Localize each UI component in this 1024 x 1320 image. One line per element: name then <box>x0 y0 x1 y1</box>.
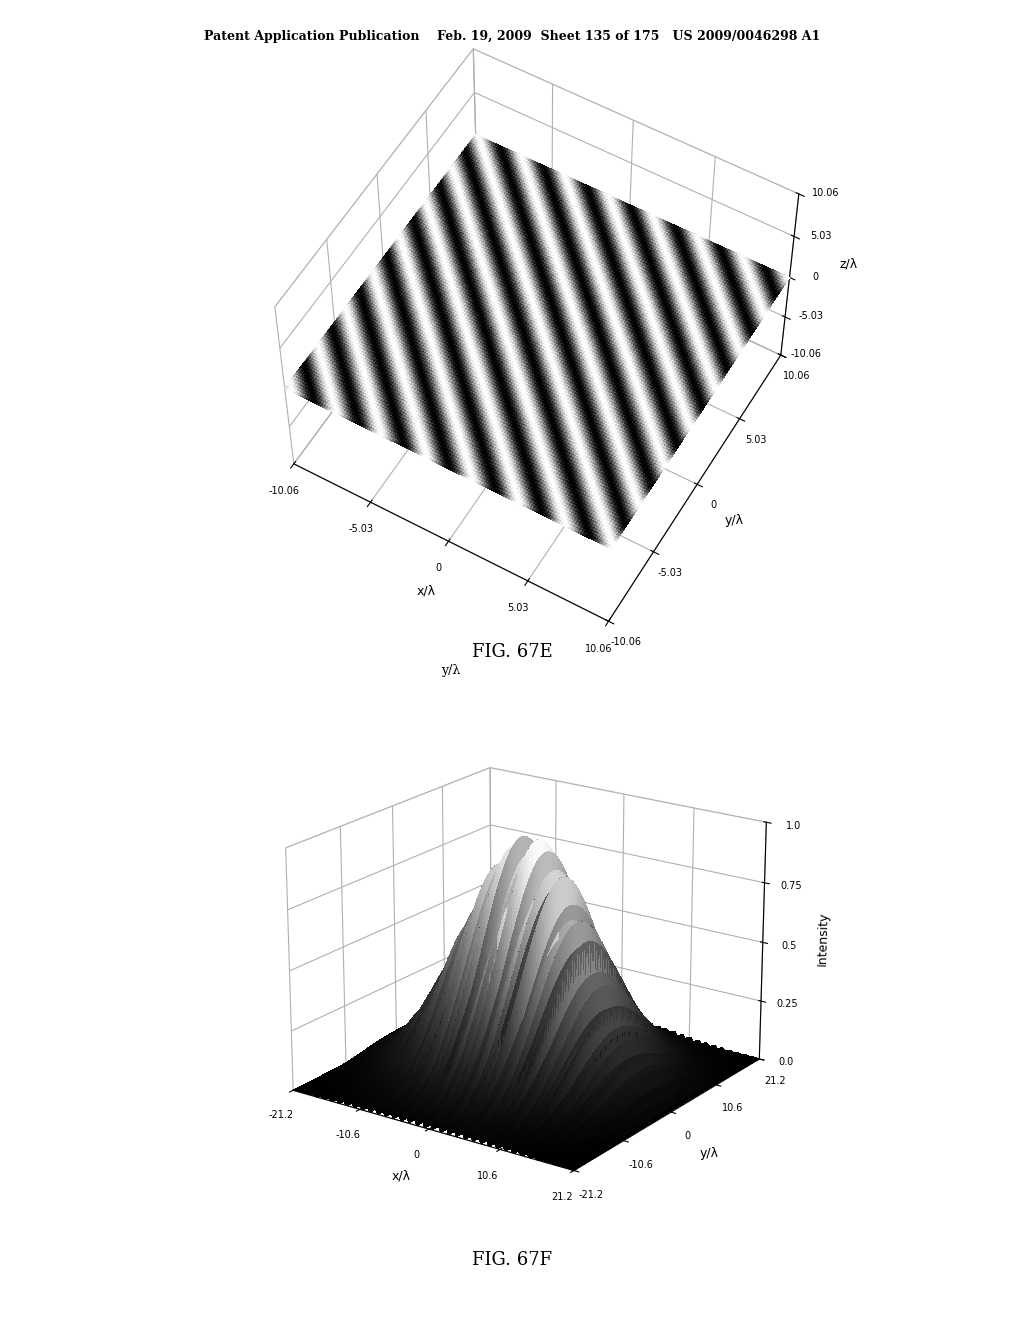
Text: FIG. 67F: FIG. 67F <box>472 1251 552 1270</box>
Text: Patent Application Publication    Feb. 19, 2009  Sheet 135 of 175   US 2009/0046: Patent Application Publication Feb. 19, … <box>204 30 820 44</box>
Text: y/λ: y/λ <box>441 664 460 677</box>
Y-axis label: y/λ: y/λ <box>725 513 743 527</box>
Y-axis label: y/λ: y/λ <box>699 1147 719 1160</box>
Text: FIG. 67E: FIG. 67E <box>472 643 552 661</box>
X-axis label: x/λ: x/λ <box>417 585 436 598</box>
X-axis label: x/λ: x/λ <box>392 1170 411 1183</box>
